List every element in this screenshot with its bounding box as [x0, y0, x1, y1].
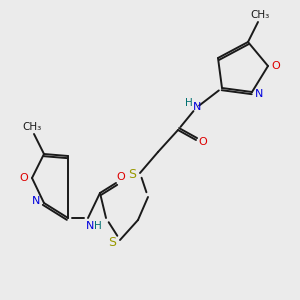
- Text: N: N: [193, 102, 201, 112]
- Text: CH₃: CH₃: [250, 10, 270, 20]
- Text: O: O: [117, 172, 125, 182]
- Text: H: H: [94, 221, 102, 231]
- Text: S: S: [128, 169, 136, 182]
- Text: O: O: [199, 137, 207, 147]
- Text: N: N: [32, 196, 40, 206]
- Text: S: S: [108, 236, 116, 250]
- Text: N: N: [86, 221, 94, 231]
- Text: N: N: [255, 89, 263, 99]
- Text: O: O: [272, 61, 280, 71]
- Text: O: O: [20, 173, 28, 183]
- Text: H: H: [185, 98, 193, 108]
- Text: CH₃: CH₃: [22, 122, 42, 132]
